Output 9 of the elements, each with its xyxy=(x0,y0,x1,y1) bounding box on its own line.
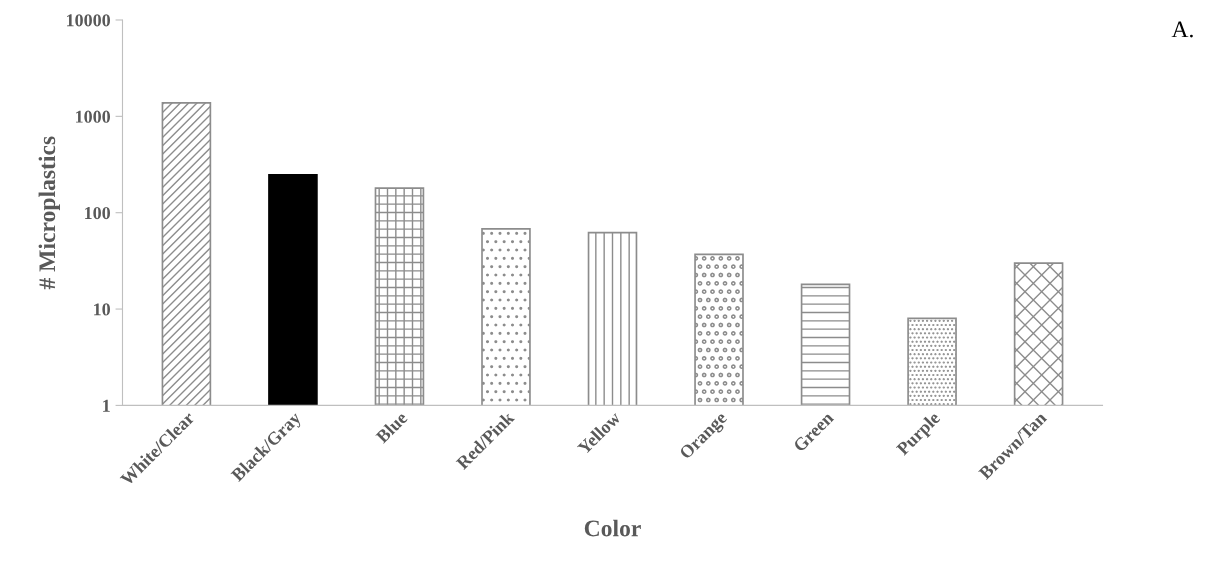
y-tick-label: 10 xyxy=(94,303,111,316)
y-tick-label: 1000 xyxy=(76,110,111,123)
x-axis-title: Color xyxy=(584,519,641,537)
y-tick-label: 100 xyxy=(85,206,111,220)
y-tick-label: 1 xyxy=(103,399,110,412)
y-axis-title: # Microplastics xyxy=(38,136,60,290)
y-tick-label: 10000 xyxy=(67,14,111,27)
x-tick-label: Blue xyxy=(374,410,409,444)
text: A. xyxy=(1171,21,1193,38)
